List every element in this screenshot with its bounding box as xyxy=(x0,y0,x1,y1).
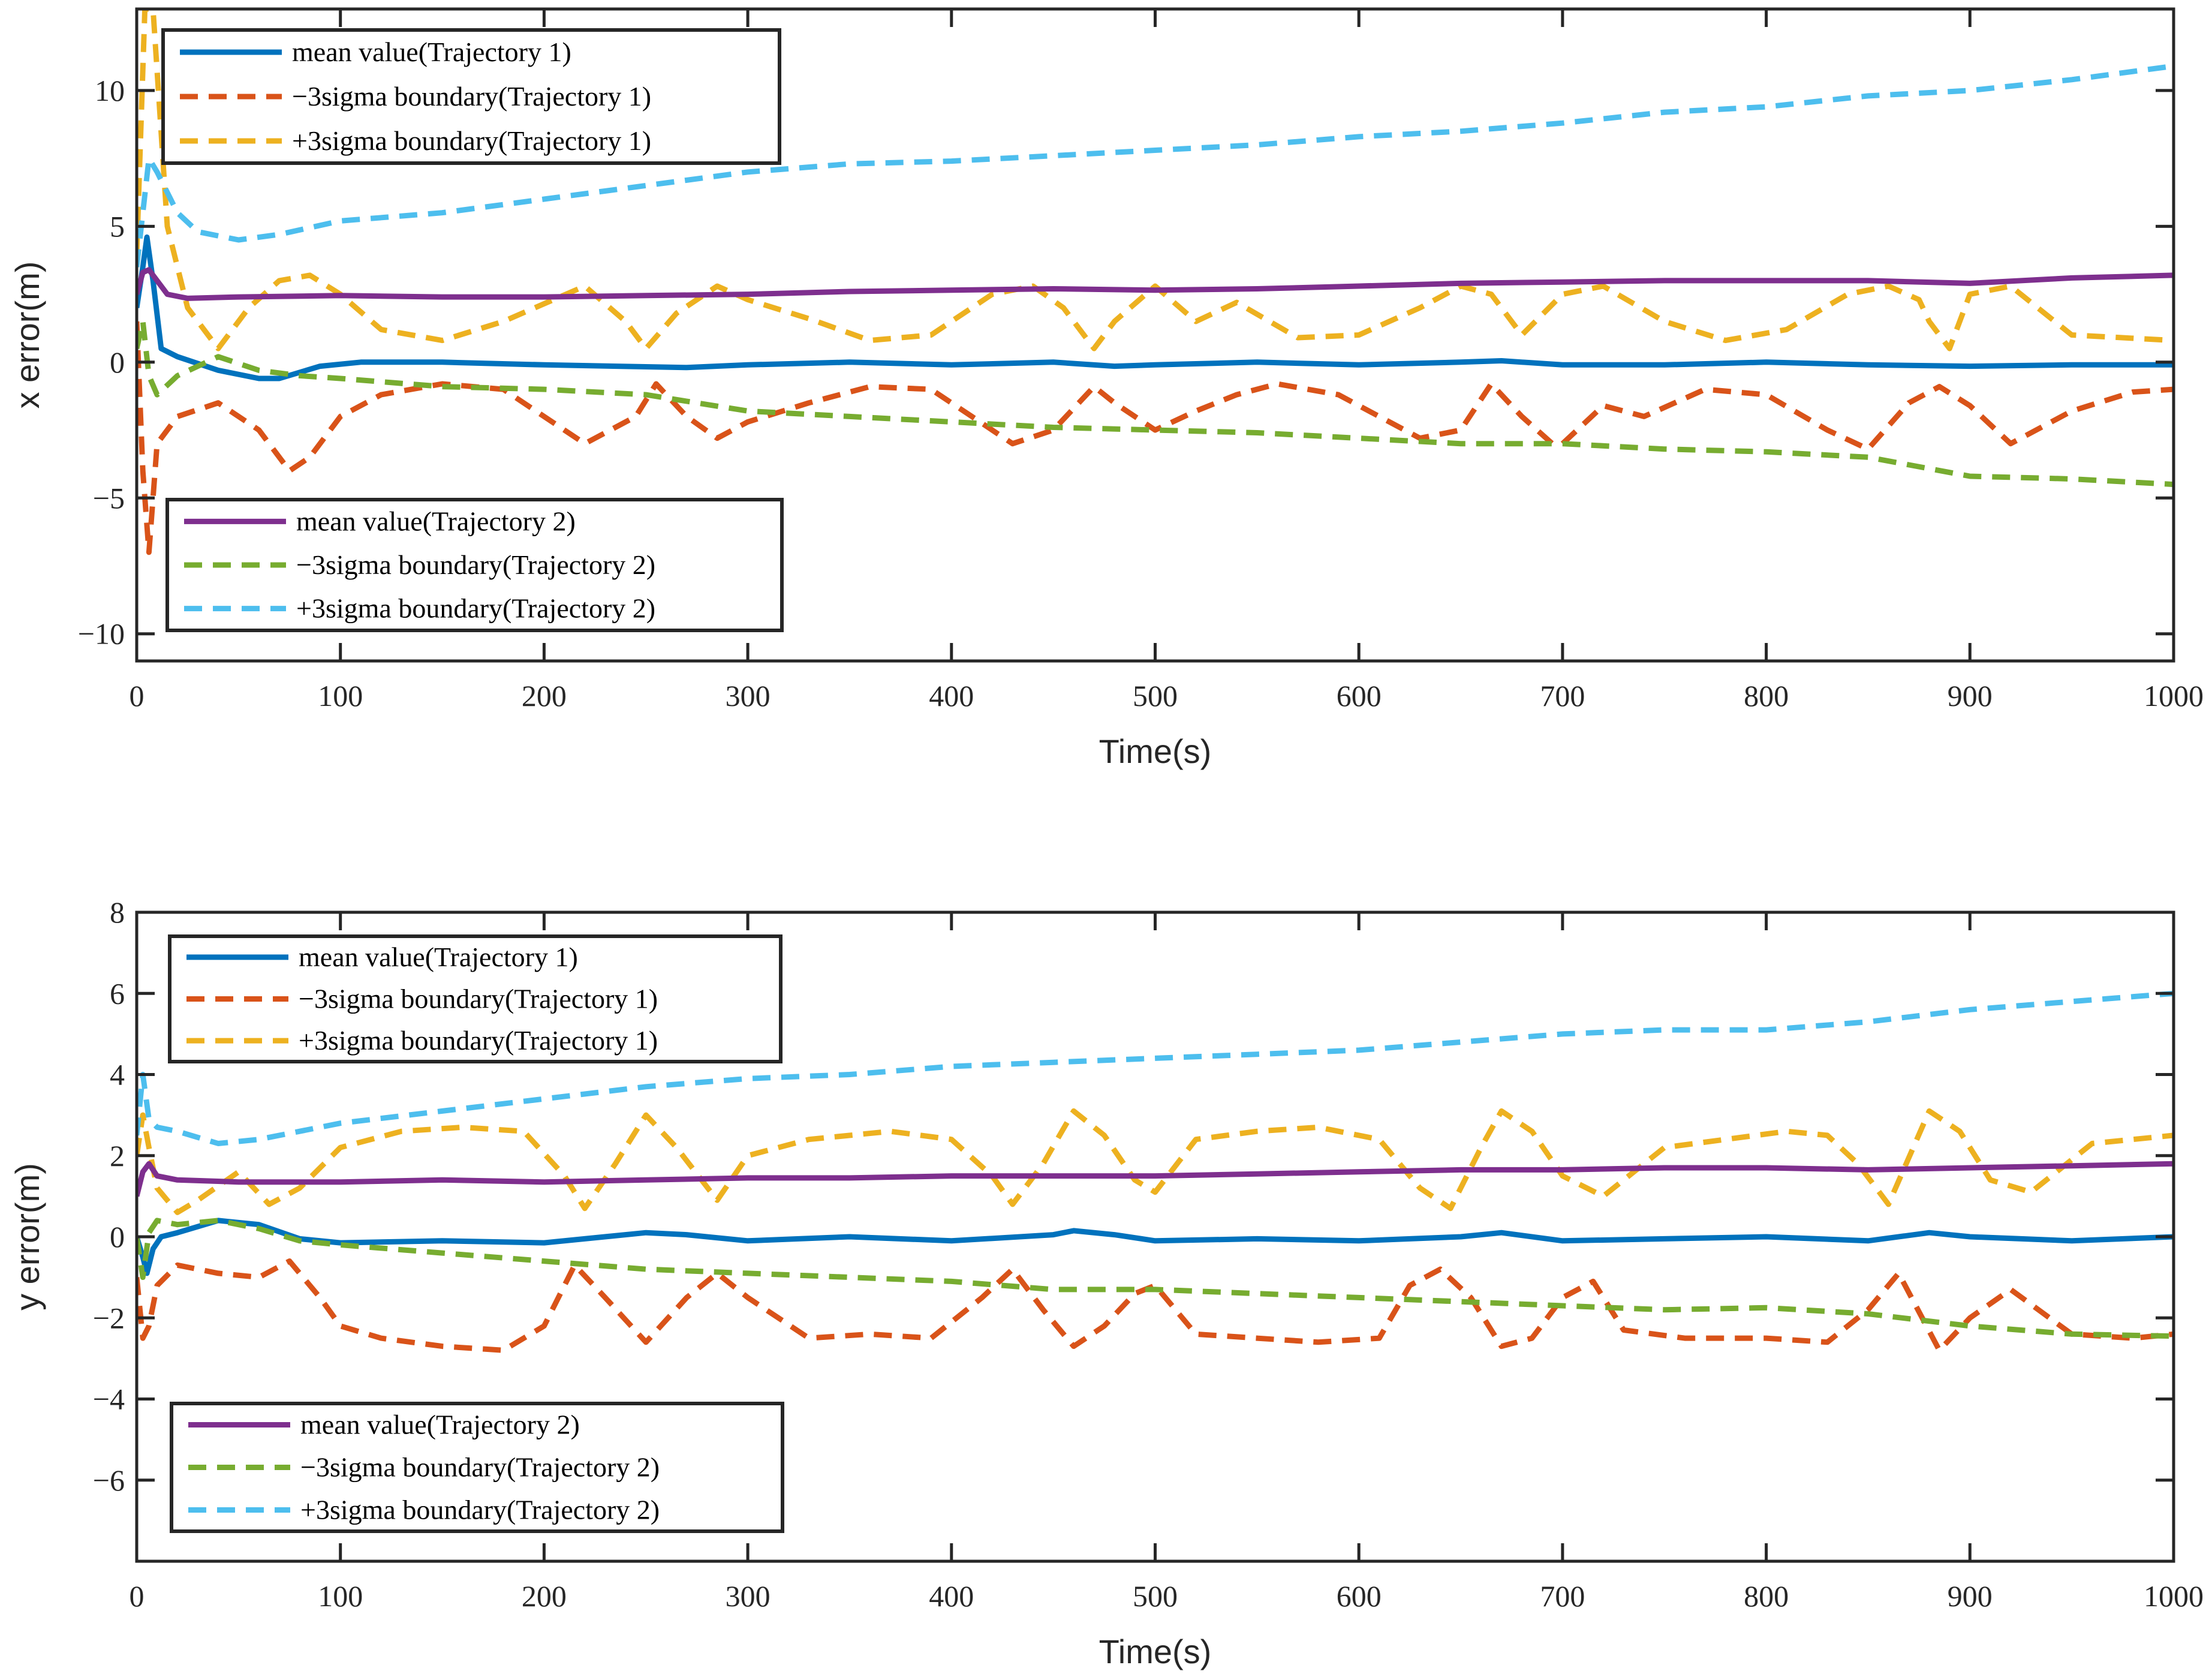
legend-bottom-left: mean value(Trajectory 2) −3sigma boundary… xyxy=(170,1402,784,1533)
legend-label: +3sigma boundary(Trajectory 1) xyxy=(292,125,651,156)
series-line-4 xyxy=(137,318,2174,488)
x-tick-label: 200 xyxy=(522,679,567,713)
legend-label: −3sigma boundary(Trajectory 1) xyxy=(299,984,658,1014)
series-line-0 xyxy=(137,1218,2174,1276)
series-line-3 xyxy=(137,1161,2174,1197)
x-tick-label: 900 xyxy=(1948,679,1993,713)
y-tick-label: 2 xyxy=(110,1139,125,1173)
x-tick-label: 800 xyxy=(1744,679,1789,713)
x-tick-label: 900 xyxy=(1948,1579,1993,1613)
y-tick-label: 5 xyxy=(110,209,125,243)
x-tick-label: 1000 xyxy=(2144,1579,2204,1613)
series-group xyxy=(137,9,2174,555)
x-tick-label: 700 xyxy=(1540,1579,1585,1613)
y-tick-label: 8 xyxy=(110,895,125,929)
x-tick-label: 1000 xyxy=(2144,679,2204,713)
legend-label: mean value(Trajectory 2) xyxy=(300,1409,580,1440)
series-line-0 xyxy=(137,234,2174,381)
y-tick-label: −10 xyxy=(78,617,125,651)
series-line-2 xyxy=(137,9,2174,351)
series-group xyxy=(137,990,2174,1353)
series-line-4 xyxy=(137,1218,2174,1339)
x-tick-label: 100 xyxy=(318,1579,363,1613)
x-tick-label: 800 xyxy=(1744,1579,1789,1613)
x-tick-label: 300 xyxy=(726,1579,771,1613)
series-line-3 xyxy=(137,267,2174,301)
legend-label: −3sigma boundary(Trajectory 2) xyxy=(296,549,655,580)
legend-label: +3sigma boundary(Trajectory 1) xyxy=(299,1025,658,1056)
y-axis-title: x error(m) xyxy=(8,262,46,409)
x-tick-label: 600 xyxy=(1337,679,1382,713)
legend-label: mean value(Trajectory 2) xyxy=(296,506,576,536)
x-axis-title: Time(s) xyxy=(1099,732,1212,770)
series-line-1 xyxy=(137,1258,2174,1353)
legend-top-left: mean value(Trajectory 1) −3sigma boundary… xyxy=(161,28,781,165)
y-tick-label: −2 xyxy=(93,1301,125,1335)
x-tick-label: 500 xyxy=(1133,679,1178,713)
x-tick-label: 700 xyxy=(1540,679,1585,713)
x-tick-label: 0 xyxy=(130,1579,145,1613)
series-line-2 xyxy=(137,1108,2174,1215)
x-tick-label: 400 xyxy=(929,1579,974,1613)
x-axis-title: Time(s) xyxy=(1099,1633,1212,1670)
y-tick-label: −6 xyxy=(93,1463,125,1497)
y-tick-label: 10 xyxy=(95,74,125,107)
x-tick-label: 400 xyxy=(929,679,974,713)
y-tick-label: 0 xyxy=(110,345,125,379)
legend-label: +3sigma boundary(Trajectory 2) xyxy=(296,593,655,624)
y-tick-label: 4 xyxy=(110,1058,125,1092)
legend-bottom-left: mean value(Trajectory 2) −3sigma boundary… xyxy=(165,498,784,632)
series-line-5 xyxy=(137,63,2174,268)
legend-label: +3sigma boundary(Trajectory 2) xyxy=(300,1495,660,1525)
legend-label: −3sigma boundary(Trajectory 1) xyxy=(292,81,651,112)
y-tick-label: −5 xyxy=(93,481,125,515)
x-tick-label: 0 xyxy=(130,679,145,713)
x-tick-label: 300 xyxy=(726,679,771,713)
y-tick-label: 6 xyxy=(110,976,125,1010)
x-tick-label: 500 xyxy=(1133,1579,1178,1613)
y-error-panel: 0 100 200 300 400 500 600 700 800 900 1000 −6 −4 −2 0 2… xyxy=(8,895,2204,1670)
series-line-1 xyxy=(137,321,2174,555)
legend-top-left: mean value(Trajectory 1) −3sigma boundary… xyxy=(168,934,783,1063)
legend-label: −3sigma boundary(Trajectory 2) xyxy=(300,1452,660,1483)
x-tick-label: 100 xyxy=(318,679,363,713)
y-axis-title: y error(m) xyxy=(8,1163,46,1311)
y-tick-label: −4 xyxy=(93,1383,125,1416)
x-tick-label: 600 xyxy=(1337,1579,1382,1613)
y-tick-label: 0 xyxy=(110,1220,125,1254)
legend-label: mean value(Trajectory 1) xyxy=(292,37,571,67)
x-tick-label: 200 xyxy=(522,1579,567,1613)
legend-label: mean value(Trajectory 1) xyxy=(299,942,578,972)
x-error-panel: 0 100 200 300 400 500 600 700 800 900 1000 −10 −5 0 5 1… xyxy=(8,7,2204,770)
series-line-5 xyxy=(137,990,2174,1146)
